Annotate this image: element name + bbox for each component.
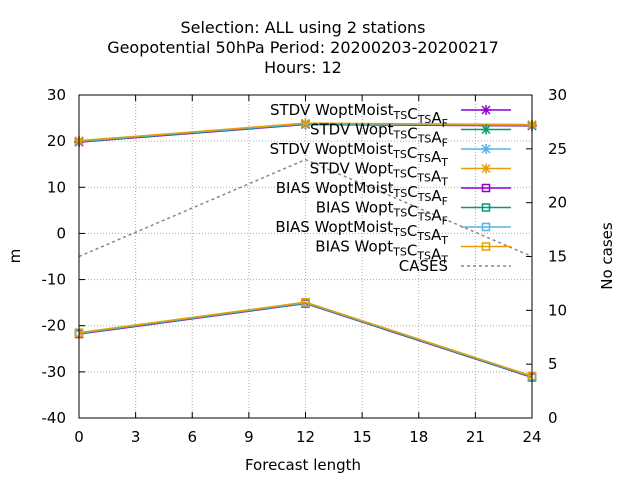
data-point [481, 124, 491, 135]
tick-label-x: 9 [244, 428, 254, 446]
legend-label: STDV WoptTSCTSAF [310, 121, 448, 150]
tick-label-x: 18 [409, 428, 428, 446]
tick-label-y2: 15 [548, 248, 567, 266]
data-point [481, 242, 491, 251]
series-line [78, 158, 533, 258]
data-point [300, 118, 311, 129]
tick-label-x: 0 [74, 428, 84, 446]
chart-title-line: Hours: 12 [264, 58, 342, 77]
tick-label-x: 6 [187, 428, 197, 446]
series [74, 297, 537, 381]
x-axis-label: Forecast length [245, 456, 361, 474]
data-point [481, 144, 491, 154]
tick-label-y: 30 [47, 86, 66, 104]
series-line [78, 301, 533, 377]
data-point [481, 105, 491, 115]
tick-label-y: -40 [42, 409, 67, 427]
legend-label: BIAS WoptMoistTSCTSAT [275, 218, 448, 247]
legend-label: STDV WoptTSCTSAT [310, 160, 449, 189]
y-axis-label: m [6, 249, 24, 264]
tick-label-y2: 5 [548, 355, 558, 373]
tick-label-y: -10 [42, 271, 67, 289]
legend-label: BIAS WoptTSCTSAF [316, 199, 448, 228]
tick-label-y2: 30 [548, 86, 567, 104]
tick-label-y2: 20 [548, 194, 567, 212]
data-point [301, 297, 310, 307]
tick-label-x: 24 [522, 428, 541, 446]
legend-label: CASES [399, 257, 448, 275]
grid [79, 95, 532, 418]
legend-label: BIAS WoptTSCTSAT [315, 238, 448, 267]
chart-title-line: Selection: ALL using 2 stations [180, 18, 425, 37]
tick-label-y: -20 [42, 317, 67, 335]
chart-title-line: Geopotential 50hPa Period: 20200203-2020… [107, 38, 499, 57]
tick-label-x: 21 [466, 428, 485, 446]
chart-title: Selection: ALL using 2 stationsGeopotent… [107, 18, 499, 77]
tick-label-y2: 0 [548, 409, 558, 427]
data-point [481, 163, 491, 174]
tick-label-y: 10 [47, 178, 66, 196]
legend-label: STDV WoptMoistTSCTSAT [270, 140, 449, 169]
y2-axis-label: No cases [598, 222, 616, 290]
data-point [481, 222, 491, 232]
tick-label-y: 20 [47, 132, 66, 150]
plot-frame [78, 94, 533, 419]
tick-label-y2: 10 [548, 301, 567, 319]
legend-label: BIAS WoptMoistTSCTSAF [276, 179, 448, 208]
data-point [481, 183, 491, 193]
data-point [481, 203, 491, 212]
legend-label: STDV WoptMoistTSCTSAF [270, 101, 448, 130]
tick-label-x: 12 [296, 428, 315, 446]
tick-label-y: -30 [42, 363, 67, 381]
tick-label-y: 0 [56, 224, 66, 242]
tick-label-x: 15 [353, 428, 372, 446]
tick-label-x: 3 [131, 428, 141, 446]
series [78, 158, 533, 258]
tick-label-y2: 25 [548, 140, 567, 158]
axis-ticks: 0 3 6 9 12 15 18 21 24 -40 -30 -20 -10 0 10 20 30 0 5 10 15 2… [42, 86, 568, 446]
